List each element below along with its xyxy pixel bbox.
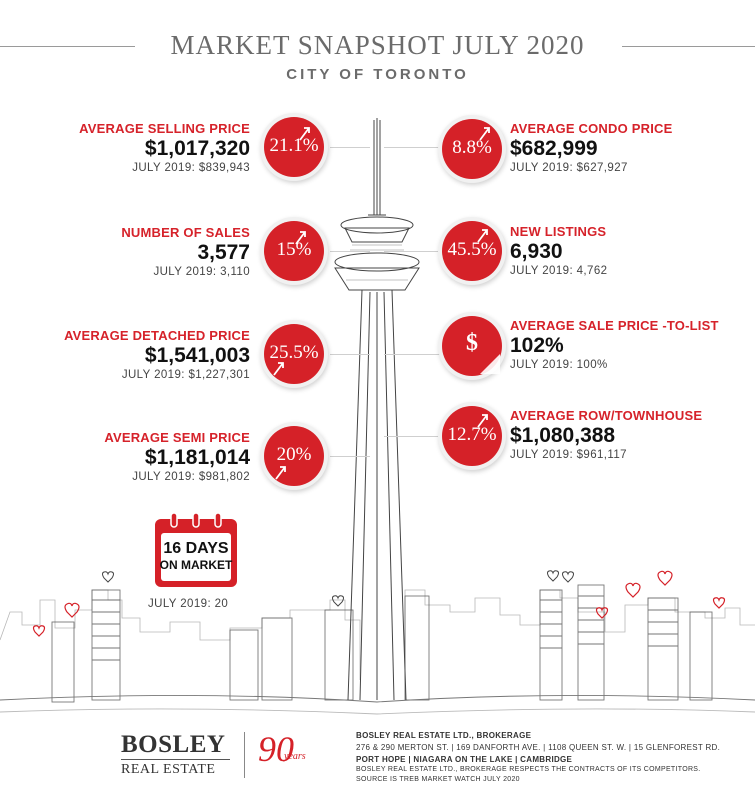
percent-change-badge: 25.5% <box>264 324 324 384</box>
page-subtitle: CITY OF TORONTO <box>286 66 469 83</box>
connector-line <box>330 251 370 252</box>
title-rule-right <box>622 46 755 47</box>
stat-value: $1,541,003 <box>144 344 250 367</box>
stat-value: 6,930 <box>510 240 563 263</box>
percent-change-badge: 15% <box>264 221 324 281</box>
footer-source: SOURCE IS TREB MARKET WATCH JULY 2020 <box>356 776 520 783</box>
stat-previous: JULY 2019: $1,227,301 <box>121 369 250 381</box>
percent-change: 12.7% <box>447 424 497 445</box>
percent-change: 15% <box>276 239 312 260</box>
footer-addresses: 276 & 290 MERTON ST. | 169 DANFORTH AVE.… <box>356 743 721 752</box>
bosley-logo: BOSLEY <box>121 731 226 758</box>
days-on-market-label: ON MARKET <box>159 558 233 572</box>
stat-average-semi-price: AVERAGE SEMI PRICE $1,181,014 JULY 2019:… <box>104 430 250 485</box>
days-on-market-previous: JULY 2019: 20 <box>148 598 229 610</box>
stat-label: AVERAGE DETACHED PRICE <box>64 328 250 343</box>
footer <box>0 718 755 792</box>
arrow-up-icon <box>479 127 490 141</box>
stat-average-selling-price: AVERAGE SELLING PRICE $1,017,320 JULY 20… <box>79 121 250 176</box>
stat-average-condo-price: AVERAGE CONDO PRICE $682,999 JULY 2019: … <box>510 121 672 176</box>
stat-label: NUMBER OF SALES <box>121 225 250 240</box>
page-curl-icon <box>480 354 500 374</box>
stat-label: AVERAGE ROW/TOWNHOUSE <box>510 408 703 423</box>
stat-label: AVERAGE SALE PRICE -TO-LIST <box>510 318 719 333</box>
stat-average-detached-price: AVERAGE DETACHED PRICE $1,541,003 JULY 2… <box>64 328 250 383</box>
arrow-up-icon <box>477 229 488 243</box>
percent-change: 8.8% <box>452 137 492 158</box>
logo-divider <box>244 732 245 778</box>
percent-change: 25.5% <box>269 342 319 363</box>
arrow-up-icon <box>275 466 286 480</box>
connector-line <box>384 147 444 148</box>
calendar-icon <box>155 513 237 587</box>
stat-previous: JULY 2019: 3,110 <box>153 266 250 278</box>
arrow-up-icon <box>299 127 310 141</box>
stat-previous: JULY 2019: $839,943 <box>132 162 250 174</box>
percent-change-badge: 21.1% <box>264 117 324 177</box>
stat-label: AVERAGE SELLING PRICE <box>79 121 250 136</box>
stat-previous: JULY 2019: 100% <box>510 359 608 371</box>
stat-previous: JULY 2019: 4,762 <box>510 265 608 277</box>
title-rule-left <box>0 46 135 47</box>
days-on-market-value: 16 DAYS <box>163 540 229 557</box>
stat-previous: JULY 2019: $961,117 <box>510 449 627 461</box>
stat-previous: JULY 2019: $981,802 <box>132 471 250 483</box>
connector-line <box>384 436 444 437</box>
connector-line <box>330 147 370 148</box>
stat-number-of-sales: NUMBER OF SALES 3,577 JULY 2019: 3,110 <box>121 225 250 280</box>
bosley-logo-subtitle: REAL ESTATE <box>121 762 216 777</box>
percent-change-badge: 8.8% <box>442 119 502 179</box>
stat-average-row-townhouse: AVERAGE ROW/TOWNHOUSE $1,080,388 JULY 20… <box>510 408 702 463</box>
page-title: MARKET SNAPSHOT JULY 2020 <box>170 30 585 60</box>
stat-new-listings: NEW LISTINGS 6,930 JULY 2019: 4,762 <box>510 224 607 279</box>
percent-change: 20% <box>276 444 312 465</box>
footer-locations: PORT HOPE | NIAGARA ON THE LAKE | CAMBRI… <box>356 755 573 764</box>
anniversary-years: years <box>284 751 306 762</box>
stat-value: $1,017,320 <box>144 137 250 160</box>
stat-value: $682,999 <box>510 137 598 160</box>
connector-line <box>330 354 370 355</box>
percent-change: 21.1% <box>269 135 319 156</box>
days-on-market: 16 DAYS ON MARKET <box>153 540 239 574</box>
stat-label: AVERAGE CONDO PRICE <box>510 121 673 136</box>
dollar-icon: $ <box>466 330 478 356</box>
arrow-up-icon <box>295 231 306 245</box>
stat-value: $1,080,388 <box>510 424 616 447</box>
percent-change: 45.5% <box>447 239 497 260</box>
stat-value: $1,181,014 <box>144 446 250 469</box>
logo-rule <box>121 759 230 760</box>
arrow-up-icon <box>477 414 488 428</box>
connector-line <box>384 354 444 355</box>
stat-label: AVERAGE SEMI PRICE <box>104 430 250 445</box>
percent-change-badge: 45.5% <box>442 221 502 281</box>
connector-line <box>330 456 370 457</box>
sale-to-list-badge: $ <box>442 316 502 376</box>
percent-change-badge: 20% <box>264 426 324 486</box>
stat-previous: JULY 2019: $627,927 <box>510 162 628 174</box>
percent-change-badge: 12.7% <box>442 406 502 466</box>
anniversary-logo: 90 <box>258 729 294 769</box>
stat-value: 102% <box>510 334 564 357</box>
arrow-up-icon <box>273 362 284 376</box>
stat-sale-price-to-list: AVERAGE SALE PRICE -TO-LIST 102% JULY 20… <box>510 318 719 373</box>
connector-line <box>384 251 444 252</box>
footer-disclaimer: BOSLEY REAL ESTATE LTD., BROKERAGE RESPE… <box>356 766 701 773</box>
stat-label: NEW LISTINGS <box>510 224 607 239</box>
stat-value: 3,577 <box>197 241 250 264</box>
footer-company: BOSLEY REAL ESTATE LTD., BROKERAGE <box>356 731 532 740</box>
